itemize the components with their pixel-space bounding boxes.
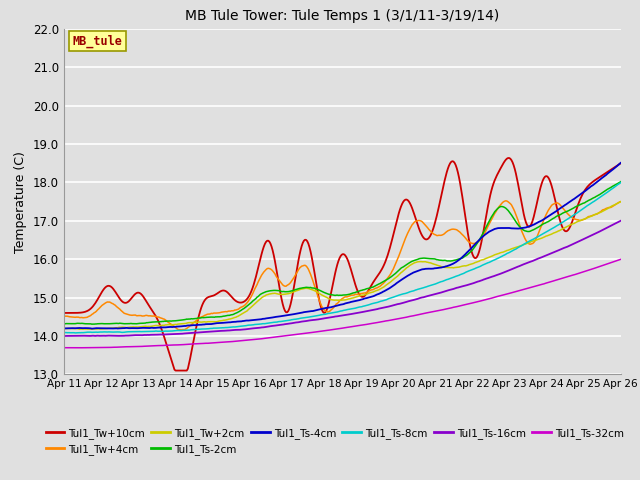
Text: MB_tule: MB_tule xyxy=(72,35,122,48)
Title: MB Tule Tower: Tule Temps 1 (3/1/11-3/19/14): MB Tule Tower: Tule Temps 1 (3/1/11-3/19… xyxy=(185,10,500,24)
Legend: Tul1_Tw+10cm, Tul1_Tw+4cm, Tul1_Tw+2cm, Tul1_Ts-2cm, Tul1_Ts-4cm, Tul1_Ts-8cm, T: Tul1_Tw+10cm, Tul1_Tw+4cm, Tul1_Tw+2cm, … xyxy=(42,424,628,459)
Y-axis label: Temperature (C): Temperature (C) xyxy=(15,151,28,252)
